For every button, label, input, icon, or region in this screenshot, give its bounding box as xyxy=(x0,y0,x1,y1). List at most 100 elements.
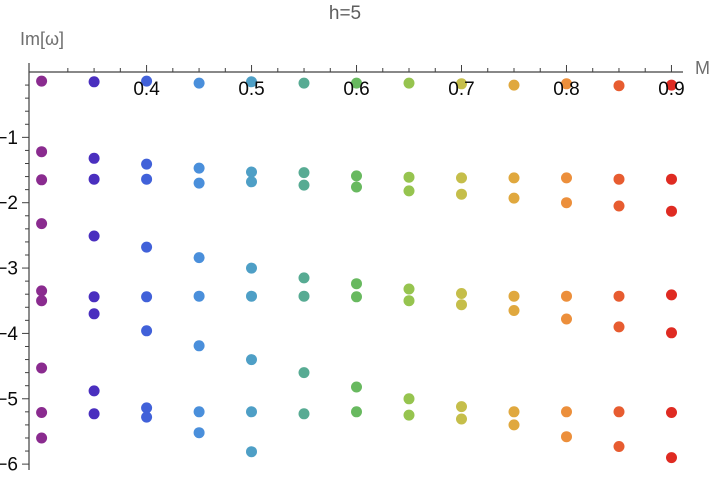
data-point xyxy=(456,288,467,299)
data-point xyxy=(508,172,520,184)
y-axis-label: Im[ω] xyxy=(20,29,65,49)
data-point xyxy=(298,408,310,420)
data-point xyxy=(351,406,362,418)
data-point xyxy=(561,290,572,302)
data-point xyxy=(36,295,48,307)
data-point xyxy=(561,431,572,443)
data-point xyxy=(298,272,310,284)
data-point xyxy=(141,325,153,337)
data-point xyxy=(88,76,100,88)
data-point xyxy=(246,176,257,188)
data-point xyxy=(88,230,100,242)
y-tick-label: −4 xyxy=(0,324,18,345)
data-point xyxy=(403,283,415,295)
data-point xyxy=(613,173,625,185)
data-point xyxy=(36,285,48,297)
x-tick-label: 0.4 xyxy=(133,79,160,100)
data-point xyxy=(456,299,467,311)
data-point xyxy=(88,308,100,320)
data-point xyxy=(351,170,362,182)
data-point xyxy=(88,152,100,164)
data-point xyxy=(613,80,625,92)
data-point xyxy=(561,78,572,90)
data-point xyxy=(508,192,520,204)
data-point xyxy=(246,354,257,366)
data-point xyxy=(508,79,520,91)
data-point xyxy=(193,162,205,174)
data-point xyxy=(141,411,153,423)
data-point xyxy=(88,408,100,420)
data-point xyxy=(88,385,100,397)
data-point xyxy=(403,393,415,405)
data-point xyxy=(36,146,48,158)
data-point xyxy=(193,77,205,89)
x-tick-label: 0.6 xyxy=(343,79,369,100)
data-point xyxy=(403,185,415,197)
data-point xyxy=(561,197,572,209)
data-point xyxy=(456,188,467,200)
data-point xyxy=(36,174,48,186)
data-point xyxy=(298,77,310,89)
data-point xyxy=(666,289,677,301)
data-point xyxy=(246,290,257,302)
data-point xyxy=(456,78,467,90)
y-tick-label: −5 xyxy=(0,389,18,410)
data-point xyxy=(36,75,48,87)
data-point xyxy=(613,321,625,333)
data-point xyxy=(561,172,572,184)
data-point xyxy=(36,362,48,374)
data-point xyxy=(351,381,362,393)
data-point xyxy=(508,419,520,431)
data-point xyxy=(403,77,415,89)
data-point xyxy=(141,291,153,303)
data-point xyxy=(246,76,257,88)
data-point xyxy=(141,402,153,414)
data-point xyxy=(666,173,677,185)
data-point xyxy=(298,290,310,302)
data-point xyxy=(666,327,677,339)
data-point xyxy=(36,407,48,418)
data-point xyxy=(141,173,153,185)
data-point xyxy=(298,367,310,379)
x-axis-label: M xyxy=(695,58,710,78)
data-point xyxy=(193,252,205,264)
data-point xyxy=(613,406,625,418)
data-point xyxy=(193,177,205,189)
data-point xyxy=(246,262,257,274)
data-point xyxy=(666,452,677,464)
data-point xyxy=(141,158,153,170)
data-point xyxy=(246,446,257,458)
data-point xyxy=(456,172,467,184)
data-point xyxy=(403,295,415,307)
data-point xyxy=(298,167,310,179)
x-tick-label: 0.9 xyxy=(658,79,684,100)
data-point xyxy=(141,75,153,87)
data-point xyxy=(666,205,677,217)
data-point xyxy=(193,290,205,302)
data-point xyxy=(193,340,205,352)
data-point xyxy=(613,200,625,212)
data-point xyxy=(613,441,625,452)
data-point xyxy=(403,409,415,421)
data-point xyxy=(456,401,467,413)
data-point xyxy=(246,406,257,418)
data-point xyxy=(508,290,520,302)
data-point xyxy=(456,413,467,425)
y-tick-label: −2 xyxy=(0,193,18,214)
data-point xyxy=(298,179,310,191)
data-point xyxy=(666,79,677,91)
data-point xyxy=(246,166,257,178)
data-point xyxy=(141,241,153,253)
data-point xyxy=(193,406,205,418)
data-point xyxy=(613,290,625,302)
data-point xyxy=(193,427,205,439)
data-point xyxy=(36,218,48,230)
x-tick-label: 0.8 xyxy=(553,79,579,100)
y-tick-label: −6 xyxy=(0,455,18,476)
y-tick-label: −1 xyxy=(0,128,18,149)
data-point xyxy=(508,305,520,316)
data-point xyxy=(351,291,362,303)
y-tick-label: −3 xyxy=(0,259,18,280)
